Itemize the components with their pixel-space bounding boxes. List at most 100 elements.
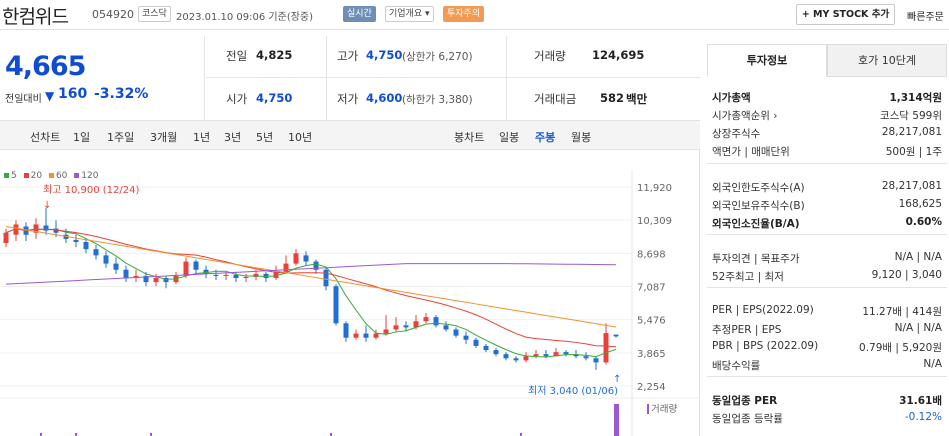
period-1d[interactable]: 1일 bbox=[73, 131, 91, 144]
info-row-value: 500원 | 1주 bbox=[885, 146, 942, 158]
candle bbox=[163, 277, 169, 283]
price-change: 160 bbox=[58, 86, 88, 102]
stock-chart[interactable]: 5 20 60 120 11,920 10,309 8,698 7,087 5,476 3… bbox=[0, 150, 700, 436]
info-row-value: 28,217,081 bbox=[881, 180, 942, 192]
info-row-value: 1,314억원 bbox=[889, 92, 942, 104]
candle bbox=[563, 352, 569, 355]
candle bbox=[313, 261, 319, 270]
low-value: 4,600 bbox=[366, 91, 403, 105]
info-row-value: 11.27배 | 414원 bbox=[862, 306, 942, 318]
info-row: 시가총액순위 › 코스닥 599위 bbox=[707, 106, 947, 124]
candle-daily[interactable]: 일봉 bbox=[499, 131, 520, 144]
candle bbox=[13, 224, 19, 235]
lower-limit: (하한가 3,380) bbox=[402, 94, 473, 106]
volume-value: 124,695 bbox=[592, 48, 645, 62]
high-label: 고가 bbox=[337, 49, 359, 63]
volume-bar bbox=[150, 433, 152, 436]
open-value: 4,750 bbox=[256, 91, 293, 105]
add-mystock-button[interactable]: + MY STOCK 추가 bbox=[796, 4, 895, 25]
candle bbox=[133, 275, 139, 278]
candle bbox=[123, 269, 129, 278]
candle bbox=[493, 350, 499, 355]
info-row-label: 상장주식수 bbox=[712, 128, 761, 140]
candlestick-chart[interactable]: 11,920 10,309 8,698 7,087 5,476 3,865 2,254 최고 … bbox=[0, 150, 700, 436]
ma5-swatch bbox=[4, 172, 9, 178]
candle bbox=[463, 335, 469, 340]
candle bbox=[213, 274, 219, 276]
info-row-value: 168,625 bbox=[898, 198, 942, 210]
candle bbox=[393, 325, 399, 330]
ma120-swatch bbox=[74, 172, 80, 178]
low-marker-arrow: ↑ bbox=[613, 374, 621, 385]
candle bbox=[43, 225, 49, 231]
candle bbox=[93, 249, 99, 256]
ma5-line bbox=[5, 228, 617, 358]
info-row: PBR | BPS (2022.09) 0.79배 | 5,920원 bbox=[707, 338, 947, 356]
stock-name: 한컴위드 bbox=[2, 6, 69, 28]
info-row-label: 액면가 | 매매단위 bbox=[712, 146, 790, 158]
period-5y[interactable]: 5년 bbox=[256, 131, 274, 144]
y-tick-label: 2,254 bbox=[637, 382, 666, 393]
quick-order-link[interactable]: 빠른주문 bbox=[907, 12, 944, 23]
candle bbox=[363, 333, 369, 338]
candle bbox=[73, 239, 79, 242]
amount-label: 거래대금 bbox=[534, 92, 577, 106]
open-label: 시가 bbox=[226, 92, 248, 106]
period-1w[interactable]: 1주일 bbox=[107, 131, 135, 144]
candle bbox=[423, 317, 429, 322]
datetime: 2023.01.10 09:06 기준(장중) bbox=[176, 12, 314, 23]
candle bbox=[53, 228, 59, 233]
tab-orderbook[interactable]: 호가 10단계 bbox=[827, 44, 947, 77]
ma60-swatch bbox=[48, 172, 54, 178]
candle bbox=[443, 325, 449, 330]
info-row-value: 9,120 | 3,040 bbox=[871, 269, 942, 281]
volume-bar bbox=[330, 433, 332, 436]
ma120-line bbox=[5, 263, 617, 285]
candle bbox=[343, 323, 349, 338]
candle bbox=[243, 276, 249, 278]
info-row: 동일업종 PER 31.61배 bbox=[707, 391, 947, 409]
volume-bar bbox=[614, 404, 619, 436]
candle-monthly[interactable]: 월봉 bbox=[571, 131, 592, 144]
volume-label: 거래량 bbox=[534, 49, 566, 63]
info-row-label: 시가총액 bbox=[712, 92, 751, 104]
info-row-label: 외국인소진율(B/A) bbox=[712, 218, 800, 230]
period-3y[interactable]: 3년 bbox=[224, 131, 242, 144]
candle bbox=[103, 255, 109, 264]
line-chart-label: 선차트 bbox=[30, 131, 61, 144]
info-row: 추정PER | EPS N/A | N/A bbox=[707, 320, 947, 338]
ma20-label: 20 bbox=[30, 171, 43, 181]
candle bbox=[233, 274, 239, 278]
ma20-line bbox=[5, 228, 617, 348]
company-info-button[interactable]: 기업개요 ▾ bbox=[385, 6, 434, 22]
info-row-label: PBR | BPS (2022.09) bbox=[712, 340, 819, 352]
tab-investment-info[interactable]: 투자정보 bbox=[707, 44, 827, 77]
ma60-label: 60 bbox=[55, 171, 68, 181]
low-label: 저가 bbox=[337, 92, 359, 106]
high-marker-arrow: ↓ bbox=[43, 200, 51, 211]
period-3m[interactable]: 3개월 bbox=[150, 131, 178, 144]
candle bbox=[273, 271, 279, 278]
period-10y[interactable]: 10년 bbox=[288, 131, 313, 144]
live-badge[interactable]: 실시간 bbox=[343, 6, 376, 22]
info-row-label: 동일업종 PER bbox=[712, 395, 778, 407]
candle bbox=[473, 339, 479, 346]
candle bbox=[583, 356, 589, 359]
period-1y[interactable]: 1년 bbox=[193, 131, 211, 144]
info-row-value: 0.79배 | 5,920원 bbox=[859, 342, 942, 354]
info-row: 외국인한도주식수(A) 28,217,081 bbox=[707, 178, 947, 196]
change-label: 전일대비 bbox=[5, 94, 42, 105]
amount-unit: 백만 bbox=[626, 92, 648, 106]
candle bbox=[483, 345, 489, 351]
info-row: 투자의견 | 목표주가 N/A | N/A bbox=[707, 249, 947, 267]
candle-weekly[interactable]: 주봉 bbox=[535, 131, 556, 144]
candle bbox=[183, 261, 189, 276]
volume-bar bbox=[40, 433, 42, 436]
info-row-value: 0.60% bbox=[905, 216, 942, 228]
info-row-value: 코스닥 599위 bbox=[879, 110, 942, 122]
candle bbox=[533, 354, 539, 357]
candle bbox=[593, 358, 599, 363]
chart-period-bar: 선차트 1일 1주일 3개월 1년 3년 5년 10년 봉차트 일봉 주봉 월봉 bbox=[0, 120, 700, 150]
info-row: 액면가 | 매매단위 500원 | 1주 bbox=[707, 142, 947, 160]
